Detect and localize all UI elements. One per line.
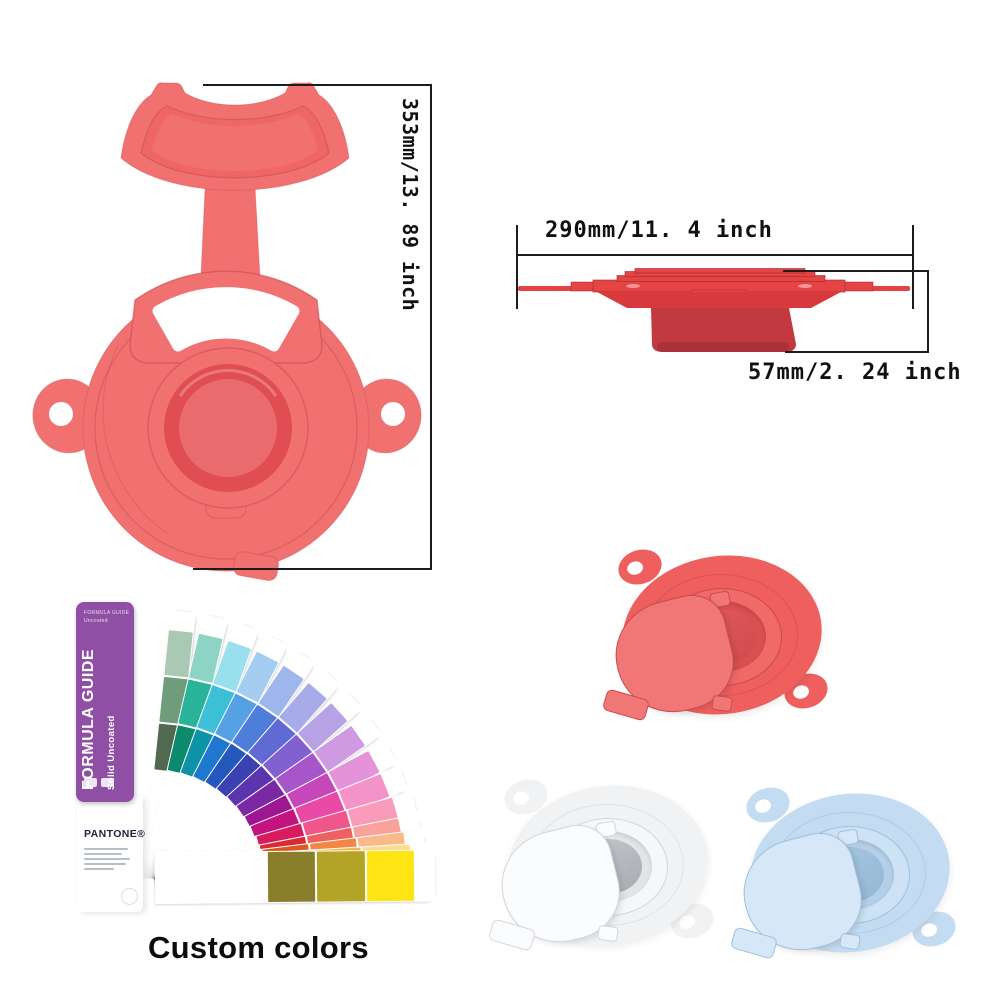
ear-hole-left: [49, 402, 73, 426]
ear-hole: [753, 797, 773, 815]
flap: [120, 82, 350, 191]
pantone-stamp-mark: [121, 888, 138, 905]
dim-57-ext-top: [783, 270, 929, 272]
variant-white: [487, 772, 726, 963]
dim-57-label: 57mm/2. 24 inch: [748, 360, 962, 385]
pantone-fan: PANTONE® FORMULA GUIDE Uncoated FORMULA …: [60, 588, 470, 933]
pantone-brand-logo: PANTONE®: [84, 828, 146, 840]
left-crescent-groove: [102, 344, 169, 535]
pantone-spine: PANTONE®: [77, 796, 146, 912]
variant-red: [601, 542, 840, 733]
dim-353-tick-top: [203, 84, 432, 86]
ear-hole: [625, 559, 645, 577]
pantone-fine-print: [84, 848, 130, 873]
latch-bottom: [597, 924, 619, 943]
spout: [651, 308, 796, 352]
side-view-product: [518, 268, 910, 352]
under-taper: [597, 292, 841, 308]
front-view-product: [32, 82, 422, 582]
ear-hole: [677, 913, 697, 931]
dim-290-label: 290mm/11. 4 inch: [545, 218, 773, 243]
variant-blue: [729, 780, 968, 976]
dim-290-tick-right: [912, 225, 914, 309]
dim-57-ext-bottom: [785, 351, 929, 353]
dim-57-line: [927, 270, 929, 353]
latch-bottom: [711, 694, 733, 713]
hole-inner: [179, 379, 277, 477]
gasket-disc: [32, 270, 422, 582]
custom-colors-caption: Custom colors: [148, 930, 369, 965]
ear-hole: [919, 921, 939, 939]
pantone-cover-subtitle: Solid Uncoated: [106, 715, 117, 790]
spout-base: [657, 342, 789, 352]
dim-353-label: 353mm/13. 89 inch: [398, 98, 422, 312]
ear-hole: [791, 683, 811, 701]
pantone-cover-icons: [84, 778, 114, 787]
stack-1: [634, 268, 806, 274]
pantone-cover-smalltext: FORMULA GUIDE Uncoated: [84, 610, 130, 624]
handle-cutout: [152, 287, 300, 352]
ear-hole-right: [381, 402, 405, 426]
center-hole-assembly: [147, 347, 309, 519]
dim-290-tick-left: [516, 225, 518, 309]
latch-bottom: [839, 932, 861, 951]
dim-290-line: [517, 254, 913, 256]
dim-353-tick-bottom: [193, 568, 432, 570]
fan-blade: [154, 849, 436, 904]
dim-353-line: [430, 84, 432, 570]
pantone-cover-title: FORMULA GUIDE: [80, 648, 97, 790]
pantone-cover: FORMULA GUIDE Uncoated FORMULA GUIDE Sol…: [76, 602, 134, 802]
ear-hole: [511, 789, 531, 807]
